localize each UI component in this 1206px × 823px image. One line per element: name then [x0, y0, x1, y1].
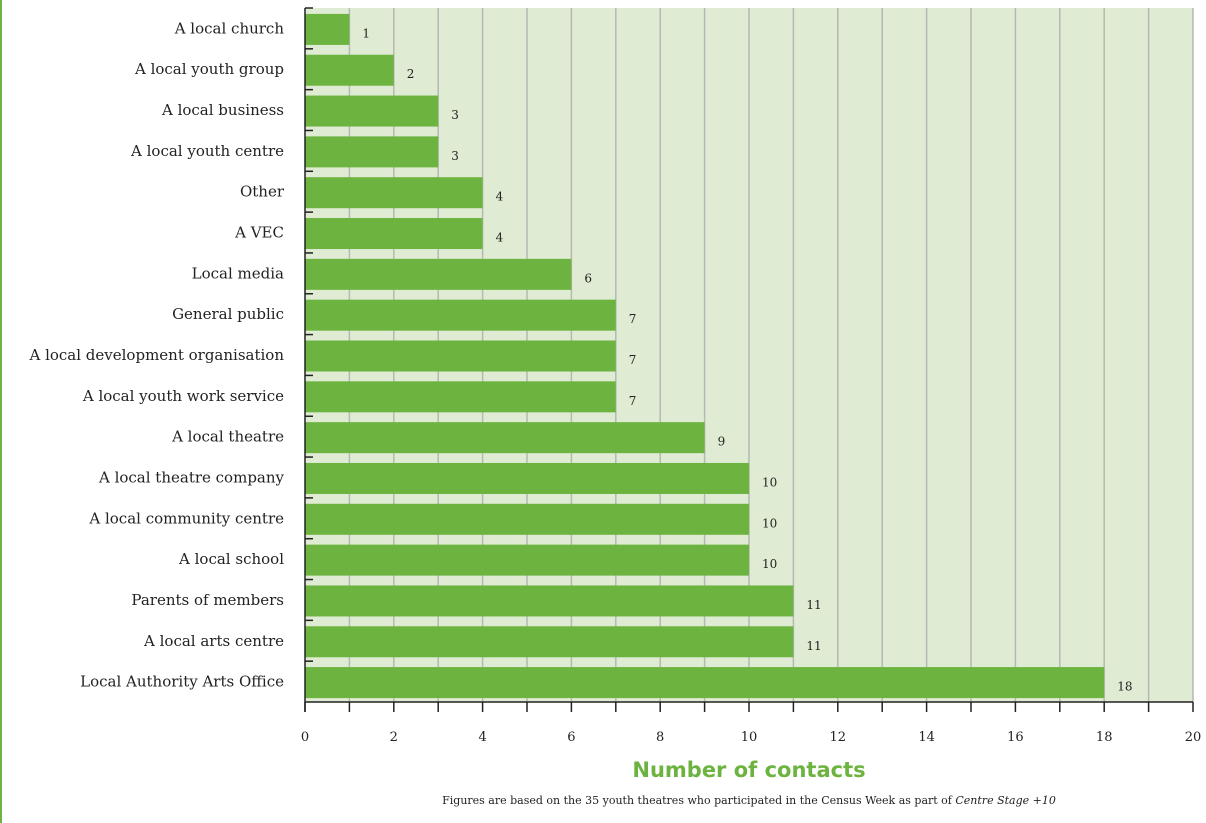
- bar: [305, 503, 749, 535]
- category-label: Parents of members: [131, 591, 284, 609]
- value-label: 4: [496, 231, 504, 245]
- value-label: 6: [584, 271, 592, 285]
- x-tick-label: 4: [478, 730, 486, 745]
- bar: [305, 422, 705, 454]
- bar: [305, 667, 1105, 699]
- x-tick-label: 12: [830, 730, 847, 745]
- tick-labels-group: 0 2 4 6 8 10 12 14 16 18 20: [301, 730, 1201, 745]
- footnote: Figures are based on the 35 youth theatr…: [305, 794, 1193, 807]
- category-label: Local Authority Arts Office: [80, 673, 284, 691]
- value-label: 3: [451, 149, 459, 163]
- value-labels-group: 1 2 3 3 4 4 6 7 7 7 9 10 10 10 11 11 18: [362, 26, 1132, 693]
- category-label: A local arts centre: [143, 632, 284, 650]
- bar: [305, 381, 616, 413]
- category-label: Other: [240, 183, 285, 201]
- value-label: 11: [806, 639, 821, 653]
- value-label: 10: [762, 557, 777, 571]
- bar: [305, 54, 394, 86]
- x-tick-label: 20: [1185, 730, 1202, 745]
- x-tick-label: 14: [918, 730, 935, 745]
- value-label: 7: [629, 353, 637, 367]
- category-label: Local media: [192, 264, 284, 282]
- category-label: A local theatre: [171, 428, 284, 446]
- value-label: 10: [762, 516, 777, 530]
- category-label: A local youth group: [134, 60, 284, 78]
- category-label: A local church: [174, 19, 285, 37]
- value-label: 10: [762, 475, 777, 489]
- x-tick-label: 16: [1007, 730, 1024, 745]
- bar: [305, 462, 749, 494]
- bar: [305, 218, 483, 250]
- bars-group: [305, 13, 1105, 699]
- value-label: 7: [629, 394, 637, 408]
- category-label: A local business: [161, 101, 284, 119]
- x-tick-label: 18: [1096, 730, 1113, 745]
- bar: [305, 585, 794, 617]
- value-label: 9: [718, 435, 726, 449]
- category-label: A local school: [178, 550, 284, 568]
- value-label: 7: [629, 312, 637, 326]
- category-labels-group: A local church A local youth group A local…: [28, 19, 284, 690]
- value-label: 4: [496, 190, 504, 204]
- category-label: A local development organisation: [28, 346, 284, 364]
- bar: [305, 95, 439, 127]
- x-tick-label: 2: [390, 730, 398, 745]
- bar: [305, 177, 483, 209]
- x-tick-label: 6: [567, 730, 575, 745]
- axes-group: [304, 7, 1194, 712]
- bar: [305, 340, 616, 372]
- value-label: 3: [451, 108, 459, 122]
- x-tick-label: 0: [301, 730, 309, 745]
- value-label: 1: [362, 26, 370, 40]
- value-label: 18: [1117, 680, 1132, 694]
- category-label: A VEC: [234, 224, 284, 242]
- bar: [305, 544, 749, 576]
- value-label: 2: [407, 67, 415, 81]
- footnote-emphasis: Centre Stage +10: [955, 794, 1056, 807]
- x-tick-label: 8: [656, 730, 664, 745]
- category-label: A local youth work service: [82, 387, 284, 405]
- bar: [305, 258, 572, 290]
- category-label: A local youth centre: [130, 142, 284, 160]
- category-label: A local theatre company: [98, 468, 285, 486]
- x-tick-label: 10: [741, 730, 758, 745]
- bar: [305, 13, 350, 45]
- x-axis-title: Number of contacts: [632, 758, 866, 782]
- footnote-text: Figures are based on the 35 youth theatr…: [442, 794, 956, 807]
- bar: [305, 626, 794, 658]
- value-label: 11: [806, 598, 821, 612]
- category-label: General public: [172, 305, 284, 323]
- bar: [305, 299, 616, 331]
- category-label: A local community centre: [88, 509, 284, 527]
- bar: [305, 136, 439, 168]
- left-border-rule: [0, 0, 2, 823]
